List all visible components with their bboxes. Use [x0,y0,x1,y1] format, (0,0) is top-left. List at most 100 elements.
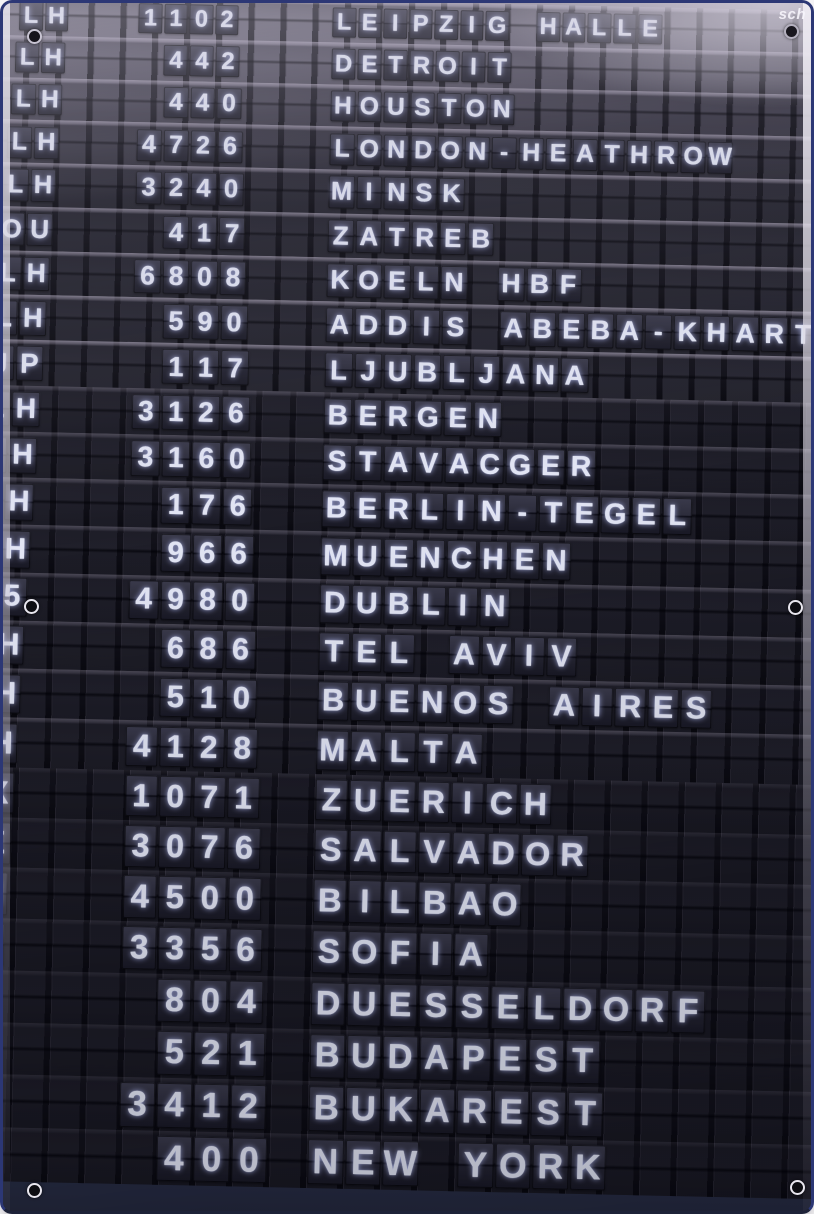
flap-cell: U [383,353,412,390]
flap-cell: 3 [157,927,192,971]
flap-cell: T [564,1039,601,1085]
flap-cell: L [3,300,18,336]
flap-cell: 5 [192,927,228,972]
flap-cell: H [330,90,356,123]
flap-cell: L [3,255,22,291]
flap-cell: O [462,93,488,126]
flap-cell: 4 [122,875,157,919]
flap-cell: S [322,443,352,481]
flap-cell: 9 [160,581,192,621]
flap-cell: 6 [228,928,263,973]
flap-cell: 6 [223,534,254,574]
flap-cell: E [383,538,414,577]
flap-cell: A [451,832,486,875]
flap-cell: C [474,447,505,485]
flap-cell: T [436,92,462,125]
flap-cell: 9 [191,304,219,340]
flap-cell: 1 [191,349,220,386]
flap-cell: 7 [191,487,222,526]
flap-cell: A [561,12,586,43]
flap-cell: O [356,90,382,123]
flap-cell: I [447,587,479,627]
flap-cell: I [461,51,486,83]
flap-cell: L [0,483,3,521]
flap-cell: E [491,1037,528,1083]
flap-cell: 4 [156,1082,193,1129]
flap-cell: 4 [155,1135,193,1182]
flap-cell: 8 [192,629,224,670]
flap-cell: B [317,680,350,722]
flap-cell: N [383,133,410,167]
flap-cell: I [418,932,453,977]
flap-cell: 6 [159,628,192,669]
flap-cell [469,266,496,300]
flap-cell: R [383,399,413,436]
flap-cell: P [455,1036,491,1082]
flap-cell: A [325,307,354,343]
flap-cell: D [562,987,598,1032]
flap-cell: 9 [160,533,191,572]
flap-cell: 4 [136,128,162,162]
flap-cell: R [456,1089,493,1135]
flap-cell: N [464,135,490,169]
flap-cell: A [348,829,382,873]
flap-cell: R [411,220,439,255]
flap-cell: N [489,93,515,126]
flap-cell: 7 [192,826,227,869]
flap-cell: 6 [192,534,223,573]
flap-cell: 6 [191,440,221,478]
flap-cell: 2 [214,4,239,36]
flap-cell: I [412,309,441,345]
flap-cell: U [349,779,382,822]
flap-cell: D [331,48,356,80]
flap-cell: S [313,829,348,872]
flap-cell: B [412,354,442,391]
flap-cell: D [319,584,351,624]
flap-cell: E [509,541,540,580]
flap-cell: 4 [163,86,189,119]
flap-cell: M [328,175,355,209]
flap-cell: H [702,315,731,351]
flap-cell: U [345,1034,382,1080]
flap-cell: E [382,983,418,1028]
flap-cell: F [670,989,706,1034]
flap-cell: 7 [163,129,189,162]
flap-cell: A [548,685,581,727]
flap-cell: 0 [230,1137,268,1184]
flap-cell: O [487,883,522,927]
flap-cell: B [308,1086,345,1132]
flap-cell: A [572,138,598,171]
flap-cell: L [324,352,353,389]
flap-cell: R [383,491,414,530]
flap-cell: E [357,49,382,81]
flap-cell: U [351,537,383,577]
flap-cell: 8 [192,581,223,621]
flap-cell: U [345,1086,382,1133]
flap-cell: 1 [124,775,158,817]
flap-cell: E [350,633,383,673]
flap-cell [416,635,447,675]
flap-cell: N [479,587,511,628]
flap-cell: E [557,312,586,348]
flap-cell: R [653,139,679,173]
flap-cell [470,311,498,346]
flap-cell: 0 [192,979,228,1024]
flap-cell: 0 [222,441,252,479]
watermark-text: sch [778,6,806,23]
flap-cell: N [476,493,507,532]
flap-cell: E [443,400,473,437]
flap-cell: A [560,357,589,394]
flap-cell: C [484,782,518,825]
flap-cell: T [318,632,350,673]
